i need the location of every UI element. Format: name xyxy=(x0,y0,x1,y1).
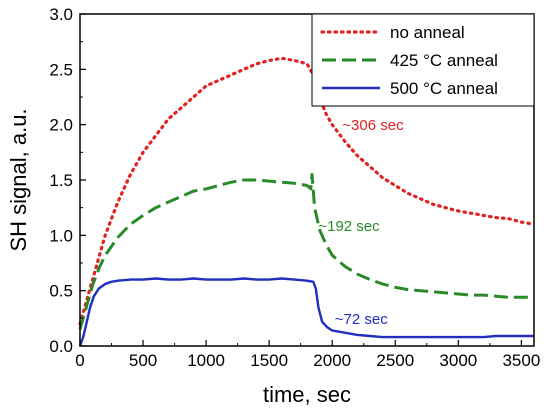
y-axis-title: SH signal, a.u. xyxy=(6,108,31,251)
legend-entries: no anneal 425 °C anneal 500 °C anneal xyxy=(320,23,498,98)
series-line-1 xyxy=(78,56,536,326)
series-line-3 xyxy=(78,277,534,347)
annotation-label: ~306 sec xyxy=(342,117,404,134)
series-line-2 xyxy=(78,173,534,330)
ticks-layer: 0 500 1000 1500 2000 2500 3000 3500 0.0 0.5 1.0 1.5… xyxy=(49,5,540,370)
x-tick-label: 2500 xyxy=(376,351,414,370)
y-tick-label: 1.0 xyxy=(49,226,73,245)
legend-label: 425 °C anneal xyxy=(390,51,498,70)
annotation-layer: ~306 sec ~192 sec ~72 sec xyxy=(318,117,404,328)
legend: no anneal 425 °C anneal 500 °C anneal xyxy=(311,13,535,107)
x-tick-label: 1000 xyxy=(187,351,225,370)
y-tick-label: 1.5 xyxy=(49,171,73,190)
y-tick-label: 0.5 xyxy=(49,282,73,301)
x-tick-label: 1500 xyxy=(250,351,288,370)
annotation-label: ~72 sec xyxy=(335,311,388,328)
x-tick-label: 2000 xyxy=(313,351,351,370)
x-axis-title: time, sec xyxy=(263,382,351,407)
y-tick-label: 2.5 xyxy=(49,60,73,79)
annotation-label: ~192 sec xyxy=(318,218,380,235)
x-tick-label: 0 xyxy=(75,351,84,370)
legend-label: no anneal xyxy=(390,23,465,42)
x-tick-label: 3000 xyxy=(439,351,477,370)
series-layer xyxy=(78,56,536,347)
y-tick-label: 2.0 xyxy=(49,116,73,135)
legend-label: 500 °C anneal xyxy=(390,79,498,98)
y-tick-label: 0.0 xyxy=(49,337,73,356)
y-tick-label: 3.0 xyxy=(49,5,73,24)
x-tick-label: 3500 xyxy=(502,351,540,370)
x-tick-label: 500 xyxy=(129,351,157,370)
